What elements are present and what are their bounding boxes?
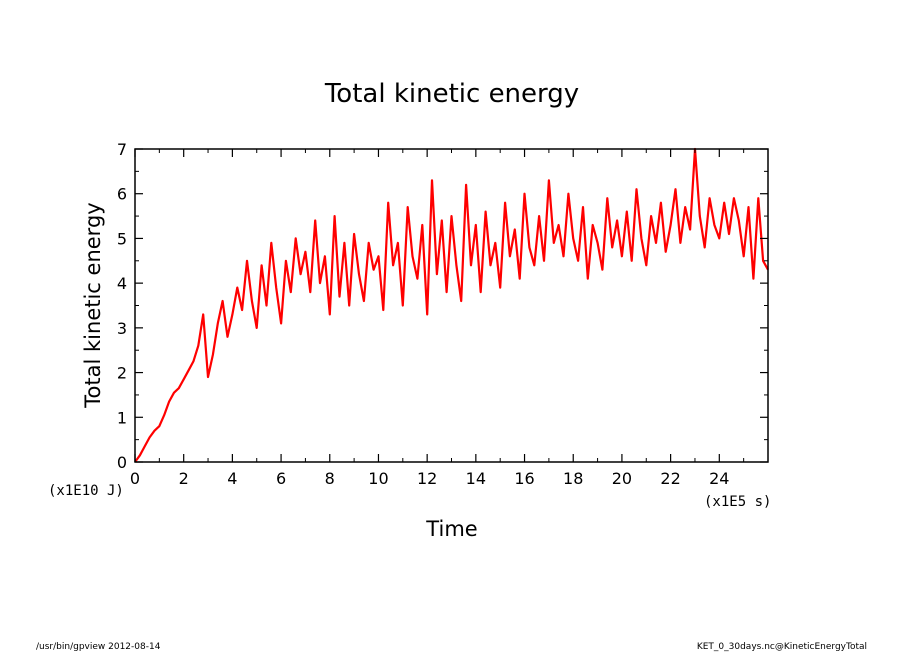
x-unit-label: (x1E5 s)	[704, 494, 771, 510]
x-tick-label: 20	[612, 469, 632, 488]
y-tick-label: 2	[117, 364, 127, 383]
x-axis-label: Time	[425, 517, 477, 541]
x-tick-label: 10	[368, 469, 388, 488]
x-tick-label: 12	[417, 469, 437, 488]
footer-variable: KET_0_30days.nc@KineticEnergyTotal	[696, 642, 867, 652]
plot-area	[134, 147, 769, 463]
x-tick-label: 16	[514, 469, 534, 488]
y-tick-label: 7	[117, 140, 127, 159]
x-tick-label: 2	[179, 469, 189, 488]
x-tick-label: 8	[325, 469, 335, 488]
x-tick-label: 4	[227, 469, 237, 488]
y-tick-label: 4	[117, 274, 127, 293]
y-unit-label: (x1E10 J)	[48, 483, 124, 499]
y-axis-label: Total kinetic energy	[81, 202, 105, 408]
y-tick-label: 0	[117, 453, 127, 472]
series-line-0	[134, 147, 769, 463]
footer-source: /usr/bin/gpview 2012-08-14	[36, 642, 161, 652]
x-axis: 0 2 4 6 8 10 12 14 16 18 20 22 24	[130, 149, 745, 488]
y-tick-label: 1	[117, 408, 127, 427]
y-tick-label: 6	[117, 185, 127, 204]
x-tick-label: 0	[130, 469, 140, 488]
x-tick-label: 18	[563, 469, 583, 488]
x-tick-label: 6	[276, 469, 286, 488]
y-tick-label: 5	[117, 229, 127, 248]
x-tick-label: 24	[709, 469, 729, 488]
x-tick-label: 22	[660, 469, 680, 488]
chart-title: Total kinetic energy	[324, 79, 579, 109]
x-tick-label: 14	[466, 469, 486, 488]
y-tick-label: 3	[117, 319, 127, 338]
plot-frame	[134, 148, 769, 463]
y-axis: 0 1 2 3 4 5 6 7	[117, 140, 768, 472]
